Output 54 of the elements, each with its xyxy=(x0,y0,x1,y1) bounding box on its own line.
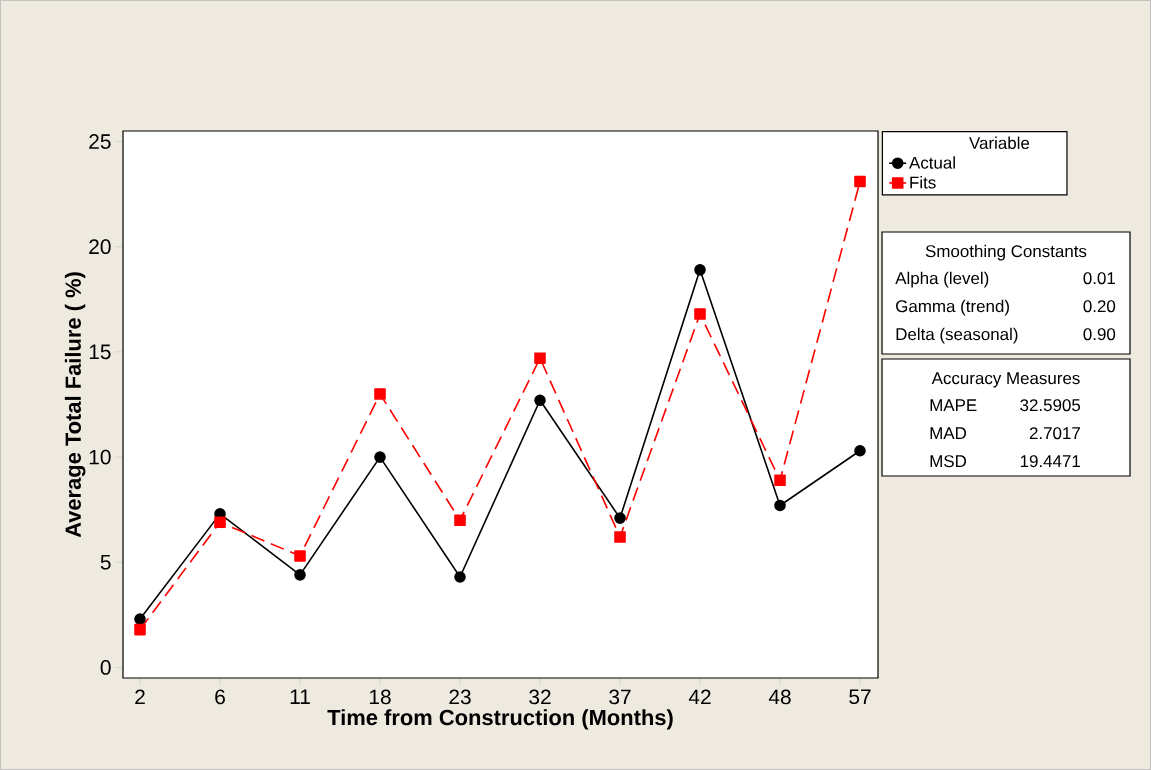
text: MSD xyxy=(930,455,967,468)
point xyxy=(774,474,786,487)
x-tick-label: 37 xyxy=(609,689,631,705)
text: 0.90 xyxy=(1083,328,1116,341)
y-tick-label: 5 xyxy=(100,554,111,570)
text: Gamma (trend) xyxy=(896,299,1009,316)
point xyxy=(134,623,146,636)
text: 0.01 xyxy=(1083,272,1115,285)
y-tick-label: 10 xyxy=(89,449,111,465)
point xyxy=(294,550,306,562)
text: Alpha (level) xyxy=(895,271,989,288)
point xyxy=(374,388,386,400)
x-tick-label: 57 xyxy=(849,689,871,705)
text: 0.20 xyxy=(1083,300,1116,313)
x-tick-label: 6 xyxy=(215,689,225,705)
point xyxy=(294,569,306,581)
text: 19.4471 xyxy=(1020,455,1080,468)
y-tick-label: 15 xyxy=(89,344,111,360)
x-tick-label: 32 xyxy=(529,689,551,705)
y-tick-label: 25 xyxy=(89,134,111,149)
point xyxy=(614,531,626,543)
x-axis-title: Time from Construction (Months) xyxy=(327,709,673,730)
y-tick-label: 0 xyxy=(100,660,111,675)
legend-title: Variable xyxy=(969,136,1030,150)
point xyxy=(134,613,146,625)
point xyxy=(454,514,466,526)
x-tick-label: 2 xyxy=(135,689,145,705)
y-axis-title: Average Total Failure ( %) xyxy=(64,272,86,538)
point xyxy=(534,352,546,364)
x-tick-label: 18 xyxy=(369,689,391,705)
point xyxy=(214,516,226,529)
text: Accuracy Measures xyxy=(931,372,1080,388)
point xyxy=(614,512,626,524)
point xyxy=(694,264,706,276)
point xyxy=(374,451,386,463)
x-tick-label: 11 xyxy=(290,689,310,704)
point xyxy=(854,175,866,188)
text: Delta (seasonal) xyxy=(896,327,1018,344)
point xyxy=(774,499,786,512)
text: 2.7017 xyxy=(1029,427,1080,440)
point xyxy=(694,308,706,320)
point xyxy=(534,394,546,407)
x-tick-label: 42 xyxy=(688,689,711,705)
x-tick-label: 48 xyxy=(768,689,791,705)
y-tick-label: 20 xyxy=(89,239,111,255)
legend-label: Actual xyxy=(909,156,955,169)
text: MAPE xyxy=(930,399,977,411)
legend-label: Fits xyxy=(910,176,936,189)
text: Smoothing Constants xyxy=(925,244,1087,261)
text: 32.5905 xyxy=(1020,399,1081,412)
point xyxy=(854,444,866,457)
x-tick-label: 23 xyxy=(449,689,471,705)
point xyxy=(454,571,466,583)
text: MAD xyxy=(930,427,967,439)
